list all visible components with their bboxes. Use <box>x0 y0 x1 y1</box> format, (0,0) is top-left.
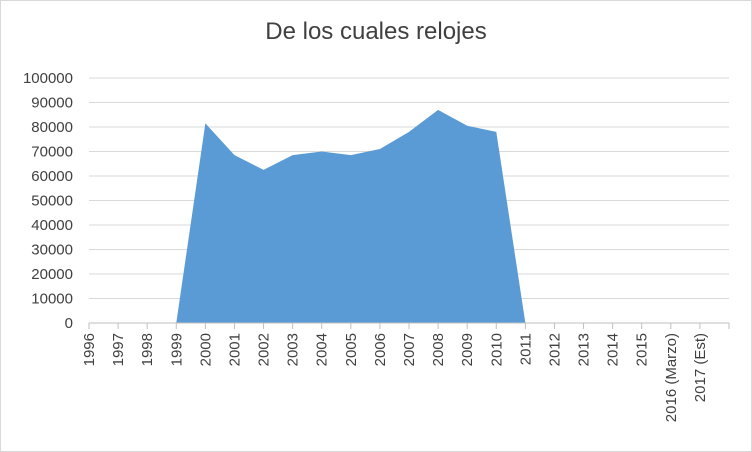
x-tick-label: 2015 <box>634 333 651 366</box>
x-tick-label: 1999 <box>168 333 185 366</box>
x-tick-label: 2011 <box>517 333 534 365</box>
y-tick-label: 10000 <box>31 291 73 308</box>
y-tick-label: 80000 <box>31 119 73 136</box>
y-tick-label: 60000 <box>31 168 73 185</box>
x-tick-label: 1997 <box>110 333 127 366</box>
y-tick-label: 40000 <box>31 217 73 234</box>
x-tick-label: 2000 <box>197 333 214 366</box>
y-tick-label: 100000 <box>23 70 73 87</box>
x-tick-label: 2016 (Marzo) <box>663 333 680 422</box>
x-tick-label: 2012 <box>546 333 563 366</box>
x-tick-label: 2004 <box>314 333 331 366</box>
area-series-0 <box>89 109 700 323</box>
y-axis-tick-labels: 0 10000 20000 30000 40000 50000 60000 70000 8000… <box>23 70 73 332</box>
x-tick-label: 2008 <box>430 333 447 366</box>
x-tick-label: 2013 <box>576 333 593 366</box>
x-axis <box>88 322 730 329</box>
y-tick-label: 50000 <box>31 193 73 210</box>
x-tick-label: 1998 <box>139 333 156 366</box>
x-tick-label: 2002 <box>256 333 273 366</box>
y-tick-label: 70000 <box>31 144 73 161</box>
y-tick-label: 20000 <box>31 266 73 283</box>
chart-title: De los cuales relojes <box>265 18 487 45</box>
area-series <box>89 109 700 323</box>
x-tick-label: 1996 <box>81 333 98 366</box>
y-tick-label: 0 <box>65 315 73 332</box>
x-tick-label: 2006 <box>372 333 389 366</box>
y-tick-label: 30000 <box>31 242 73 259</box>
x-tick-label: 2007 <box>401 333 418 366</box>
x-tick-label: 2009 <box>459 333 476 366</box>
x-tick-label: 2005 <box>343 333 360 366</box>
x-tick-label: 2017 (Est) <box>692 333 709 402</box>
x-tick-label: 2001 <box>226 333 243 366</box>
y-tick-label: 90000 <box>31 95 73 112</box>
x-axis-tick-labels: 1996 1997 1998 1999 2000 2001 2002 2003 2004 2005… <box>81 333 709 422</box>
x-tick-label: 2010 <box>488 333 505 366</box>
x-tick-label: 2003 <box>285 333 302 366</box>
x-tick-label: 2014 <box>605 333 622 366</box>
